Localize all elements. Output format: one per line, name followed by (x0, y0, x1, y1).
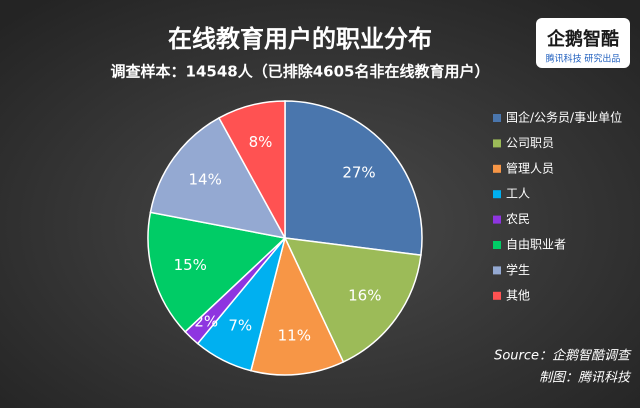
pie-slice (284, 100, 423, 257)
legend-label: 其他 (506, 288, 530, 302)
legend-label: 学生 (506, 262, 530, 277)
legend-swatch (493, 266, 501, 275)
legend-swatch (493, 164, 501, 173)
legend-swatch (493, 215, 501, 224)
pie-slice (147, 211, 287, 333)
legend-label: 工人 (506, 187, 530, 201)
legend-label: 自由职业者 (506, 238, 566, 252)
logo-tagline: 腾讯科技 研究出品 (546, 53, 621, 65)
value-label: 27% (342, 163, 375, 181)
legend-label: 农民 (506, 212, 530, 226)
credit-note: 制图：腾讯科技 (539, 371, 632, 386)
value-label: 11% (278, 327, 311, 345)
pie-slice (149, 116, 287, 240)
legend-label: 国企/公务员/事业单位 (506, 110, 622, 125)
logo-name: 企鹅智酷 (546, 28, 619, 50)
legend-swatch (493, 114, 501, 122)
legend-swatch (493, 139, 501, 148)
value-label: 7% (228, 316, 252, 334)
value-label: 8% (249, 133, 273, 151)
pie-slice (250, 235, 345, 376)
legend-swatch (493, 190, 501, 199)
value-label: 14% (189, 171, 222, 189)
source-note: Source：企鹅智酷调查 (494, 348, 632, 364)
legend-swatch (493, 241, 501, 249)
legend-swatch (493, 291, 501, 300)
legend-label: 管理人员 (506, 160, 554, 175)
logo: 企鹅智酷 腾讯科技 研究出品 (536, 18, 630, 68)
pie-slice (217, 100, 286, 239)
legend-label: 公司职员 (506, 136, 554, 150)
value-label: 16% (348, 286, 381, 304)
pie-slice (283, 237, 422, 363)
logo-box (536, 18, 630, 68)
value-label: 15% (174, 256, 207, 274)
chart-title: 在线教育用户的职业分布 (168, 25, 432, 53)
chart-subtitle: 调查样本：14548人（已排除4605名非在线教育用户） (111, 63, 490, 81)
